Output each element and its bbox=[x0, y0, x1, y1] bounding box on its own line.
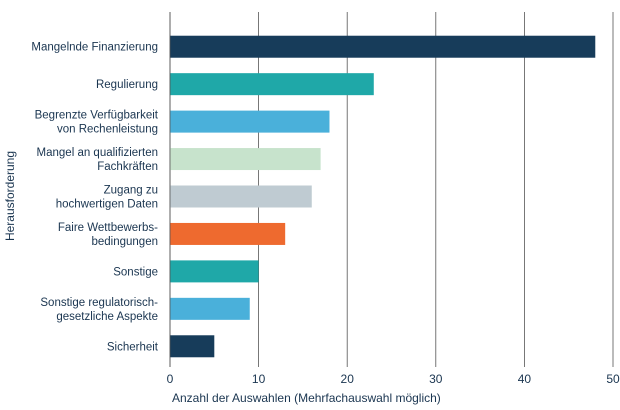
x-tick-label: 30 bbox=[429, 372, 443, 386]
bar-7 bbox=[170, 260, 259, 283]
category-label: Regulierung bbox=[96, 79, 158, 91]
bars bbox=[170, 35, 596, 358]
category-label: Sonstige bbox=[113, 266, 158, 278]
bar-4 bbox=[170, 148, 321, 171]
bar-2 bbox=[170, 73, 374, 96]
bar-3 bbox=[170, 110, 330, 133]
x-tick-labels: 0 10 20 30 40 50 bbox=[167, 372, 620, 386]
x-tick-label: 50 bbox=[606, 372, 620, 386]
bar-1 bbox=[170, 35, 596, 58]
x-tick-label: 20 bbox=[341, 372, 355, 386]
category-label: Sicherheit bbox=[107, 341, 159, 353]
y-axis-title: Herausforderung bbox=[3, 151, 17, 241]
category-labels: Mangelnde Finanzierung Regulierung Begrenz… bbox=[31, 42, 158, 354]
category-label: Mangel an qualifizierten Fachkräften bbox=[37, 147, 158, 173]
category-label: Zugang zu hochwertigen Daten bbox=[56, 185, 158, 211]
x-axis-title: Anzahl der Auswahlen (Mehrfachauswahl mö… bbox=[172, 391, 441, 405]
x-tick-label: 40 bbox=[518, 372, 532, 386]
category-label: Mangelnde Finanzierung bbox=[31, 42, 158, 54]
category-label: Sonstige regulatorisch-gesetzliche Aspek… bbox=[40, 297, 158, 323]
category-label: Faire Wettbewerbs-bedingungen bbox=[58, 222, 158, 248]
x-tick-label: 0 bbox=[167, 372, 174, 386]
bar-8 bbox=[170, 297, 250, 320]
bar-9 bbox=[170, 335, 215, 358]
category-label: Begrenzte Verfügbarkeit von Rechenleistun… bbox=[35, 110, 159, 136]
x-tick-label: 10 bbox=[252, 372, 266, 386]
bar-6 bbox=[170, 222, 286, 245]
bar-5 bbox=[170, 185, 312, 208]
